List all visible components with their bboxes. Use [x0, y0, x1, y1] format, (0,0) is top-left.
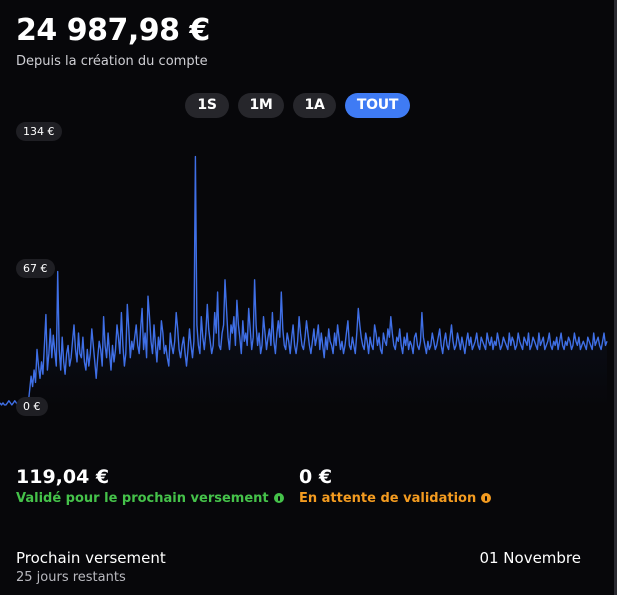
range-1s-button[interactable]: 1S: [185, 93, 229, 118]
earnings-chart: 134 € 67 € 0 €: [0, 120, 612, 420]
pending-label: En attente de validation: [299, 491, 477, 506]
pending-amount: 0 €: [299, 466, 333, 488]
scrollbar-track[interactable]: [614, 0, 617, 595]
info-icon[interactable]: [273, 493, 284, 503]
range-1a-button[interactable]: 1A: [293, 93, 336, 118]
y-tick-max: 134 €: [16, 122, 62, 141]
next-payout-remaining: 25 jours restants: [16, 570, 126, 585]
total-earnings: 24 987,98 €: [16, 13, 210, 48]
total-earnings-subtitle: Depuis la création du compte: [16, 54, 208, 69]
range-selector: 1S 1M 1A TOUT: [0, 93, 617, 119]
validated-amount: 119,04 €: [16, 466, 110, 488]
pending-label-row: En attente de validation: [299, 491, 492, 506]
range-all-button[interactable]: TOUT: [345, 93, 410, 118]
validated-label: Validé pour le prochain versement: [16, 491, 269, 506]
earnings-chart-svg: [0, 155, 608, 407]
range-1m-button[interactable]: 1M: [238, 93, 284, 118]
info-icon[interactable]: [481, 493, 492, 503]
chart-area: [0, 156, 607, 407]
validated-label-row: Validé pour le prochain versement: [16, 491, 284, 506]
y-tick-mid: 67 €: [16, 259, 55, 278]
chart-series-line: [0, 155, 608, 406]
next-payout-date: 01 Novembre: [479, 549, 581, 567]
y-tick-zero: 0 €: [16, 397, 48, 416]
next-payout-title: Prochain versement: [16, 549, 166, 567]
